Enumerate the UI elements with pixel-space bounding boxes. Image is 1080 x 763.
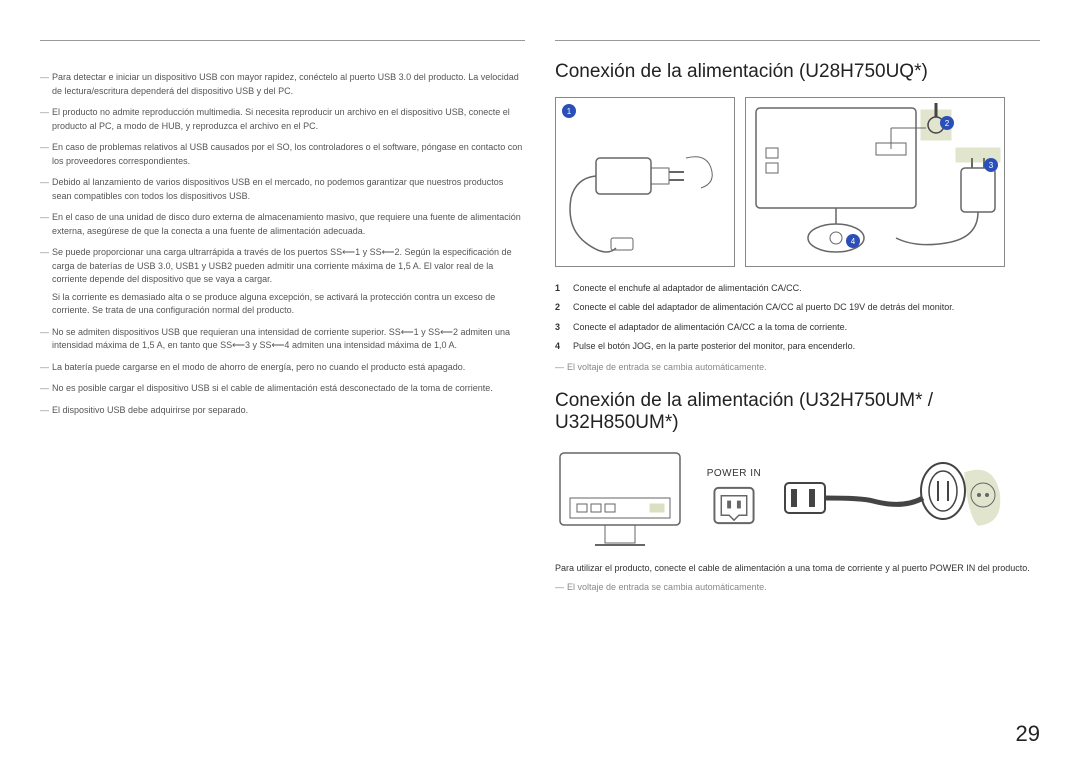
usb-notes-list: Para detectar e iniciar un dispositivo U… <box>40 71 525 417</box>
monitor2-illustration-icon <box>555 448 685 548</box>
power-cable-illustration-icon <box>783 453 1003 543</box>
note-item: No es posible cargar el dispositivo USB … <box>40 382 525 396</box>
power-in-label: POWER IN <box>707 468 762 479</box>
note-item: La batería puede cargarse en el modo de … <box>40 361 525 375</box>
step-number: 3 <box>555 320 565 335</box>
step-text: Pulse el botón JOG, en la parte posterio… <box>573 339 855 354</box>
section2-paragraph: Para utilizar el producto, conecte el ca… <box>555 562 1040 576</box>
note-text: Se puede proporcionar una carga ultrarrá… <box>52 247 512 284</box>
power-socket-icon <box>709 483 759 528</box>
section2-diagrams: POWER IN <box>555 448 1040 548</box>
step-marker-4: 4 <box>846 234 860 248</box>
section1-diagrams: 1 2 3 4 <box>555 97 1040 267</box>
step-marker-3: 3 <box>984 158 998 172</box>
diagram-power-in: POWER IN <box>699 468 769 528</box>
step-number: 4 <box>555 339 565 354</box>
adapter-illustration-icon <box>556 98 736 268</box>
right-column: Conexión de la alimentación (U28H750UQ*)… <box>555 40 1040 610</box>
section1-steps: 1 Conecte el enchufe al adaptador de alim… <box>555 281 1040 354</box>
monitor-illustration-icon <box>746 98 1006 268</box>
step-number: 2 <box>555 300 565 315</box>
note-item: Se puede proporcionar una carga ultrarrá… <box>40 246 525 318</box>
step-item: 4 Pulse el botón JOG, en la parte posteri… <box>555 339 1040 354</box>
diagram-adapter: 1 <box>555 97 735 267</box>
diagram-power-cable <box>783 453 1003 543</box>
step-text: Conecte el cable del adaptador de alimen… <box>573 300 954 315</box>
section1-title: Conexión de la alimentación (U28H750UQ*) <box>555 61 1040 83</box>
note-item: El dispositivo USB debe adquirirse por s… <box>40 404 525 418</box>
step-text: Conecte el adaptador de alimentación CA/… <box>573 320 847 335</box>
section1-footnote: El voltaje de entrada se cambia automáti… <box>555 362 1040 372</box>
note-item: En caso de problemas relativos al USB ca… <box>40 141 525 168</box>
step-marker-1: 1 <box>562 104 576 118</box>
step-text: Conecte el enchufe al adaptador de alime… <box>573 281 802 296</box>
note-item: Para detectar e iniciar un dispositivo U… <box>40 71 525 98</box>
diagram-monitor: 2 3 4 <box>745 97 1005 267</box>
note-item: El producto no admite reproducción multi… <box>40 106 525 133</box>
step-marker-2: 2 <box>940 116 954 130</box>
note-item: Debido al lanzamiento de varios disposit… <box>40 176 525 203</box>
note-subtext: Si la corriente es demasiado alta o se p… <box>52 291 525 318</box>
step-item: 2 Conecte el cable del adaptador de alime… <box>555 300 1040 315</box>
left-column: Para detectar e iniciar un dispositivo U… <box>40 40 525 610</box>
diagram-monitor2 <box>555 448 685 548</box>
step-number: 1 <box>555 281 565 296</box>
step-item: 1 Conecte el enchufe al adaptador de alim… <box>555 281 1040 296</box>
section2-title: Conexión de la alimentación (U32H750UM* … <box>555 390 1040 434</box>
section2-footnote: El voltaje de entrada se cambia automáti… <box>555 582 1040 592</box>
note-item: No se admiten dispositivos USB que requi… <box>40 326 525 353</box>
page-number: 29 <box>1016 721 1040 747</box>
step-item: 3 Conecte el adaptador de alimentación CA… <box>555 320 1040 335</box>
note-item: En el caso de una unidad de disco duro e… <box>40 211 525 238</box>
